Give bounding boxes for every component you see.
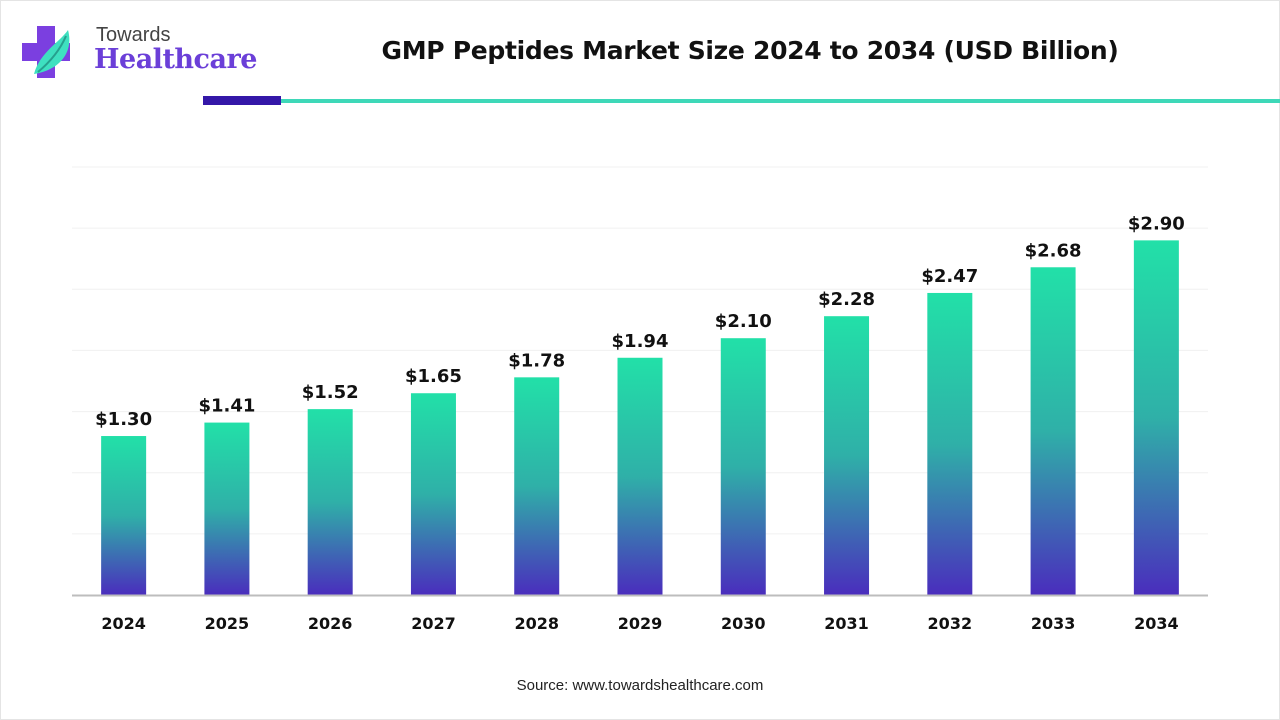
- x-tick-label-2025: 2025: [205, 614, 250, 633]
- data-label-2032: $2.47: [921, 266, 978, 287]
- bar-2034: [1133, 240, 1179, 595]
- chart-title: GMP Peptides Market Size 2024 to 2034 (U…: [381, 36, 1119, 65]
- x-tick-label-2030: 2030: [721, 614, 766, 633]
- bar-2032: [927, 292, 973, 595]
- bar-2031: [824, 316, 870, 595]
- bar-2033: [1030, 267, 1076, 595]
- bar-2028: [514, 377, 560, 595]
- bar-2026: [307, 409, 353, 595]
- source-note: Source: www.towardshealthcare.com: [516, 677, 764, 694]
- bar-2027: [410, 393, 456, 595]
- x-tick-label-2027: 2027: [411, 614, 456, 633]
- accent-bar-dark: [203, 96, 281, 105]
- logo-text-healthcare: Healthcare: [94, 44, 257, 75]
- bar-2030: [720, 338, 766, 595]
- bar-2029: [617, 357, 663, 595]
- data-label-2031: $2.28: [818, 289, 875, 310]
- x-tick-label-2029: 2029: [618, 614, 663, 633]
- x-tick-label-2032: 2032: [928, 614, 973, 633]
- data-label-2034: $2.90: [1128, 213, 1185, 234]
- x-tick-label-2034: 2034: [1134, 614, 1179, 633]
- data-label-2029: $1.94: [612, 331, 669, 352]
- logo-text-towards: Towards: [96, 24, 171, 46]
- data-label-2025: $1.41: [198, 396, 255, 417]
- bar-2025: [204, 422, 250, 595]
- data-label-2027: $1.65: [405, 366, 462, 387]
- x-tick-label-2024: 2024: [101, 614, 146, 633]
- data-label-2026: $1.52: [302, 382, 359, 403]
- medical-cross-leaf-icon: [22, 26, 70, 78]
- data-label-2033: $2.68: [1025, 240, 1082, 261]
- logo: Towards Healthcare: [20, 22, 257, 82]
- data-label-2024: $1.30: [95, 409, 152, 430]
- x-tick-label-2033: 2033: [1031, 614, 1076, 633]
- bar-2024: [101, 436, 147, 595]
- accent-bar-teal: [281, 99, 1280, 103]
- data-label-2028: $1.78: [508, 350, 565, 371]
- x-tick-label-2028: 2028: [514, 614, 559, 633]
- data-label-2030: $2.10: [715, 311, 772, 332]
- x-tick-label-2031: 2031: [824, 614, 869, 633]
- x-tick-label-2026: 2026: [308, 614, 353, 633]
